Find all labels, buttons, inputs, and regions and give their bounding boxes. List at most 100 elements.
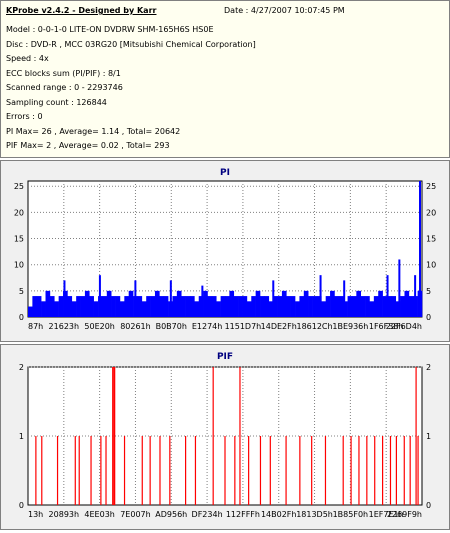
pi-bar	[172, 296, 178, 317]
pi-bar	[264, 296, 270, 317]
pi-bar	[189, 296, 195, 317]
pi-bar	[378, 290, 383, 317]
x-tick-label: AD956h	[155, 510, 187, 519]
pi-bar	[251, 296, 256, 317]
x-tick-label: 4EE03h	[84, 510, 114, 519]
pi-bar	[286, 296, 291, 317]
pi-spike	[201, 285, 204, 317]
pi-bar	[312, 296, 318, 317]
x-tick-label: DF234h	[192, 510, 223, 519]
pi-spike	[386, 275, 389, 317]
pif-chart: PIF 0 0 1 1 2 2 13h 20893h 4EE03h 7E007h AD956h DF23…	[19, 352, 431, 519]
pi-bar	[28, 306, 33, 317]
x-tick-label: 1EF7E1h	[369, 510, 404, 519]
pi-bar	[268, 301, 274, 317]
pi-bar	[128, 290, 134, 317]
y-tick-label-left: 0	[19, 501, 24, 510]
pi-chart: PI 0 0 5 5 10 10 15 15 20 20 25 25 87h 21623h 50E20h 802…	[14, 168, 436, 331]
info-pif-summary: PIF Max= 2 , Average= 0.02 , Total= 293	[6, 141, 170, 150]
pi-bar	[365, 296, 370, 317]
x-tick-label: 1151D7h	[225, 322, 262, 331]
x-tick-label: B0B70h	[156, 322, 187, 331]
pi-bar	[225, 296, 230, 317]
pi-bar	[233, 296, 239, 317]
x-tick-label: 1F6F38h	[369, 322, 404, 331]
pi-bar	[41, 301, 46, 317]
pi-bar	[176, 290, 182, 317]
pi-bar	[163, 296, 169, 317]
pi-chart-panel: PI 0 0 5 5 10 10 15 15 20 20 25 25 87h 21623h 50E20h 802…	[0, 160, 450, 342]
x-tick-label: 1813D5h	[296, 510, 333, 519]
pi-bar	[124, 296, 129, 317]
pi-bar	[146, 296, 151, 317]
x-tick-label: 18612Ch	[296, 322, 332, 331]
y-tick-label-right: 25	[426, 182, 436, 191]
pi-bar	[303, 290, 309, 317]
pi-bar	[76, 296, 81, 317]
pi-bar	[115, 296, 121, 317]
pi-bar	[32, 296, 38, 317]
pi-bar	[277, 296, 283, 317]
x-tick-label: 22F6D4h	[386, 322, 422, 331]
pi-spike	[272, 280, 275, 317]
pi-bar	[369, 301, 375, 317]
x-tick-label: 1BE936h	[332, 322, 368, 331]
pi-spike	[63, 280, 66, 317]
y-tick-label-left: 25	[14, 182, 24, 191]
pi-bar	[154, 290, 160, 317]
x-tick-label: 87h	[28, 322, 43, 331]
pi-bar	[93, 301, 99, 317]
pi-bar	[84, 290, 90, 317]
x-tick-label: 21623h	[49, 322, 80, 331]
pi-bar	[194, 301, 200, 317]
pi-bar	[137, 296, 143, 317]
pi-bar	[382, 296, 388, 317]
x-tick-label: 13h	[28, 510, 43, 519]
x-tick-label: 2269F9h	[387, 510, 422, 519]
pi-bar	[71, 301, 77, 317]
pi-bar	[89, 296, 94, 317]
pi-bar	[159, 296, 165, 317]
x-tick-label: 80261h	[120, 322, 151, 331]
pi-bar	[150, 296, 156, 317]
pi-spike	[134, 280, 137, 317]
pi-bar	[203, 290, 208, 317]
pi-bar	[198, 296, 204, 317]
pi-bar	[45, 290, 51, 317]
x-tick-label: 112FFFh	[226, 510, 260, 519]
pi-bar	[207, 296, 213, 317]
pi-bar	[185, 296, 191, 317]
pi-bar	[102, 296, 108, 317]
pi-spike	[414, 275, 417, 317]
y-tick-label-right: 0	[426, 313, 431, 322]
pi-bar	[238, 296, 243, 317]
pi-bar	[330, 290, 335, 317]
x-tick-label: 1B85F0h	[333, 510, 369, 519]
pi-bar	[220, 296, 226, 317]
info-panel: KProbe v2.4.2 - Designed by Karr Date : …	[0, 0, 450, 158]
pi-bar	[386, 296, 392, 317]
pi-bar	[246, 301, 252, 317]
pi-bar	[295, 301, 300, 317]
pi-bar	[216, 301, 221, 317]
pi-bar	[67, 296, 73, 317]
y-tick-label-left: 5	[19, 287, 24, 296]
x-tick-label: 7E007h	[120, 510, 150, 519]
pi-bar	[395, 301, 401, 317]
y-tick-label-left: 10	[14, 261, 24, 270]
pi-bar	[308, 296, 313, 317]
pi-bar	[58, 296, 64, 317]
y-tick-label-left: 20	[14, 208, 24, 217]
pi-spike	[343, 280, 346, 317]
pi-bar	[351, 296, 357, 317]
pi-bar	[281, 290, 287, 317]
x-tick-label: 14B02Fh	[261, 510, 297, 519]
pi-bar	[347, 296, 353, 317]
y-tick-label-left: 2	[19, 363, 24, 372]
y-tick-label-right: 2	[426, 363, 431, 372]
pi-spike	[398, 259, 401, 317]
info-model: Model : 0-0-1-0 LITE-ON DVDRW SHM-165H6S…	[6, 25, 214, 34]
app-title: KProbe v2.4.2 - Designed by Karr	[6, 6, 157, 15]
pi-bar	[356, 290, 362, 317]
pi-bar	[316, 296, 322, 317]
